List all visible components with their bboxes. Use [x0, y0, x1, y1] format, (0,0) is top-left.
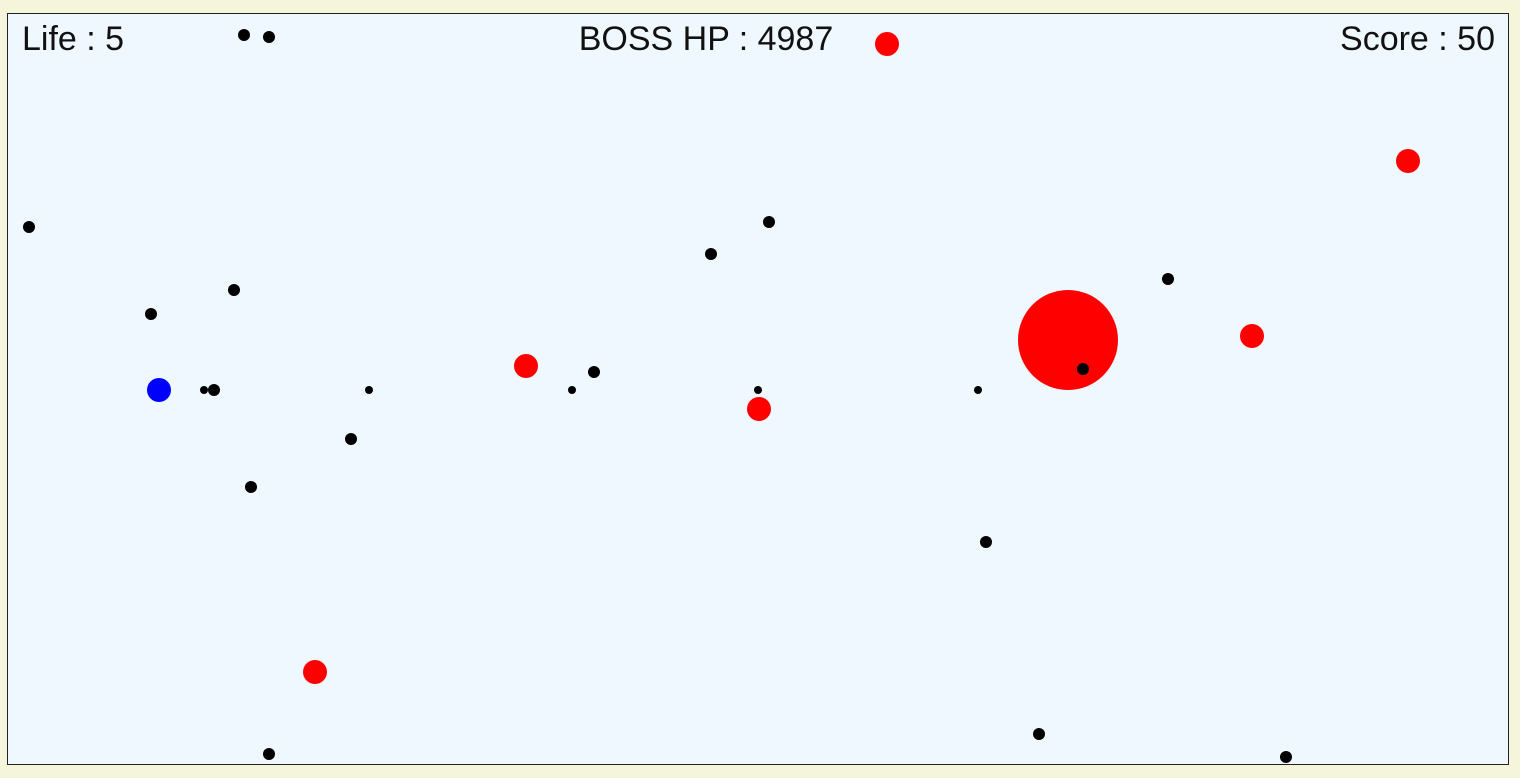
- bullet: [263, 31, 275, 43]
- bullet: [238, 29, 250, 41]
- enemy: [303, 660, 327, 684]
- boss-hp-counter: BOSS HP : 4987: [578, 20, 834, 58]
- bullet: [980, 536, 992, 548]
- bullet: [145, 308, 157, 320]
- bullet: [365, 386, 373, 394]
- player[interactable]: [147, 378, 171, 402]
- enemy: [1240, 324, 1264, 348]
- enemy: [747, 397, 771, 421]
- boss: [1018, 290, 1118, 390]
- bullet: [1162, 273, 1174, 285]
- bullet: [23, 221, 35, 233]
- bullet: [345, 433, 357, 445]
- bullet: [228, 284, 240, 296]
- bullet: [1280, 751, 1292, 763]
- bullet: [974, 386, 982, 394]
- bullet: [1033, 728, 1045, 740]
- enemy: [875, 32, 899, 56]
- enemy: [514, 354, 538, 378]
- playfield: [23, 29, 1420, 763]
- bullet: [588, 366, 600, 378]
- enemy: [1396, 149, 1420, 173]
- bullet: [754, 386, 762, 394]
- score-counter: Score : 50: [1340, 20, 1495, 58]
- life-counter: Life : 5: [22, 20, 125, 58]
- bullet: [1077, 363, 1089, 375]
- bullet: [263, 748, 275, 760]
- bullet: [568, 386, 576, 394]
- game-canvas[interactable]: Life : 5 BOSS HP : 4987 Score : 50: [7, 13, 1509, 765]
- bullet: [200, 386, 208, 394]
- bullet: [763, 216, 775, 228]
- bullet: [705, 248, 717, 260]
- bullet: [208, 384, 220, 396]
- bullet: [245, 481, 257, 493]
